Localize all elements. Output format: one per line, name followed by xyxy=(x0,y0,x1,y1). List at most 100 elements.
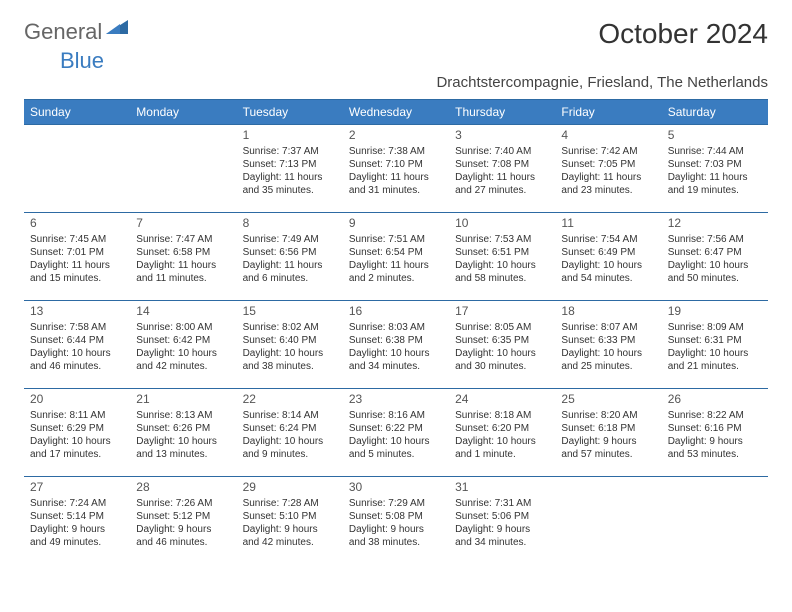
daylight-text: Daylight: 10 hours and 17 minutes. xyxy=(30,435,124,461)
daylight-text: Daylight: 9 hours and 38 minutes. xyxy=(349,523,443,549)
day-number: 15 xyxy=(243,304,337,320)
sunset-text: Sunset: 6:16 PM xyxy=(668,422,762,435)
day-number: 1 xyxy=(243,128,337,144)
daylight-text: Daylight: 11 hours and 2 minutes. xyxy=(349,259,443,285)
sunset-text: Sunset: 5:08 PM xyxy=(349,510,443,523)
calendar-cell: 4Sunrise: 7:42 AMSunset: 7:05 PMDaylight… xyxy=(555,125,661,213)
day-number: 4 xyxy=(561,128,655,144)
day-number: 6 xyxy=(30,216,124,232)
calendar-table: Sunday Monday Tuesday Wednesday Thursday… xyxy=(24,100,768,565)
calendar-cell xyxy=(130,125,236,213)
sunset-text: Sunset: 6:31 PM xyxy=(668,334,762,347)
daylight-text: Daylight: 10 hours and 54 minutes. xyxy=(561,259,655,285)
calendar-cell xyxy=(555,477,661,565)
daylight-text: Daylight: 10 hours and 25 minutes. xyxy=(561,347,655,373)
daylight-text: Daylight: 10 hours and 50 minutes. xyxy=(668,259,762,285)
calendar-cell: 10Sunrise: 7:53 AMSunset: 6:51 PMDayligh… xyxy=(449,213,555,301)
calendar-cell: 29Sunrise: 7:28 AMSunset: 5:10 PMDayligh… xyxy=(237,477,343,565)
calendar-cell: 2Sunrise: 7:38 AMSunset: 7:10 PMDaylight… xyxy=(343,125,449,213)
daylight-text: Daylight: 10 hours and 1 minute. xyxy=(455,435,549,461)
sunset-text: Sunset: 6:40 PM xyxy=(243,334,337,347)
calendar-cell: 11Sunrise: 7:54 AMSunset: 6:49 PMDayligh… xyxy=(555,213,661,301)
sunrise-text: Sunrise: 7:47 AM xyxy=(136,233,230,246)
sunset-text: Sunset: 6:26 PM xyxy=(136,422,230,435)
calendar-cell: 24Sunrise: 8:18 AMSunset: 6:20 PMDayligh… xyxy=(449,389,555,477)
sunset-text: Sunset: 6:56 PM xyxy=(243,246,337,259)
calendar-cell: 31Sunrise: 7:31 AMSunset: 5:06 PMDayligh… xyxy=(449,477,555,565)
calendar-week-row: 1Sunrise: 7:37 AMSunset: 7:13 PMDaylight… xyxy=(24,125,768,213)
day-number: 7 xyxy=(136,216,230,232)
sunset-text: Sunset: 6:51 PM xyxy=(455,246,549,259)
day-number: 22 xyxy=(243,392,337,408)
dayheader-monday: Monday xyxy=(130,100,236,125)
sunset-text: Sunset: 6:33 PM xyxy=(561,334,655,347)
sunrise-text: Sunrise: 8:16 AM xyxy=(349,409,443,422)
sunrise-text: Sunrise: 8:09 AM xyxy=(668,321,762,334)
calendar-cell: 6Sunrise: 7:45 AMSunset: 7:01 PMDaylight… xyxy=(24,213,130,301)
sunset-text: Sunset: 7:01 PM xyxy=(30,246,124,259)
day-number: 11 xyxy=(561,216,655,232)
sunrise-text: Sunrise: 7:28 AM xyxy=(243,497,337,510)
sunrise-text: Sunrise: 7:40 AM xyxy=(455,145,549,158)
sunset-text: Sunset: 6:54 PM xyxy=(349,246,443,259)
day-number: 12 xyxy=(668,216,762,232)
calendar-cell: 17Sunrise: 8:05 AMSunset: 6:35 PMDayligh… xyxy=(449,301,555,389)
calendar-week-row: 13Sunrise: 7:58 AMSunset: 6:44 PMDayligh… xyxy=(24,301,768,389)
day-number: 27 xyxy=(30,480,124,496)
sunset-text: Sunset: 5:10 PM xyxy=(243,510,337,523)
sunset-text: Sunset: 6:38 PM xyxy=(349,334,443,347)
dayheader-friday: Friday xyxy=(555,100,661,125)
sunrise-text: Sunrise: 7:45 AM xyxy=(30,233,124,246)
sunrise-text: Sunrise: 7:38 AM xyxy=(349,145,443,158)
brand-blue-row: Blue xyxy=(24,48,768,74)
calendar-cell: 30Sunrise: 7:29 AMSunset: 5:08 PMDayligh… xyxy=(343,477,449,565)
daylight-text: Daylight: 9 hours and 57 minutes. xyxy=(561,435,655,461)
sunrise-text: Sunrise: 7:51 AM xyxy=(349,233,443,246)
daylight-text: Daylight: 10 hours and 58 minutes. xyxy=(455,259,549,285)
sunrise-text: Sunrise: 8:11 AM xyxy=(30,409,124,422)
sunrise-text: Sunrise: 8:14 AM xyxy=(243,409,337,422)
day-number: 23 xyxy=(349,392,443,408)
sunset-text: Sunset: 5:12 PM xyxy=(136,510,230,523)
sunset-text: Sunset: 6:47 PM xyxy=(668,246,762,259)
day-number: 20 xyxy=(30,392,124,408)
daylight-text: Daylight: 10 hours and 42 minutes. xyxy=(136,347,230,373)
sunrise-text: Sunrise: 8:00 AM xyxy=(136,321,230,334)
calendar-cell: 1Sunrise: 7:37 AMSunset: 7:13 PMDaylight… xyxy=(237,125,343,213)
calendar-cell: 18Sunrise: 8:07 AMSunset: 6:33 PMDayligh… xyxy=(555,301,661,389)
day-number: 28 xyxy=(136,480,230,496)
sunset-text: Sunset: 6:49 PM xyxy=(561,246,655,259)
sunrise-text: Sunrise: 8:13 AM xyxy=(136,409,230,422)
sunrise-text: Sunrise: 8:05 AM xyxy=(455,321,549,334)
sunset-text: Sunset: 7:10 PM xyxy=(349,158,443,171)
sunrise-text: Sunrise: 8:22 AM xyxy=(668,409,762,422)
sunrise-text: Sunrise: 7:37 AM xyxy=(243,145,337,158)
calendar-cell: 27Sunrise: 7:24 AMSunset: 5:14 PMDayligh… xyxy=(24,477,130,565)
dayheader-saturday: Saturday xyxy=(662,100,768,125)
calendar-cell: 12Sunrise: 7:56 AMSunset: 6:47 PMDayligh… xyxy=(662,213,768,301)
day-number: 29 xyxy=(243,480,337,496)
daylight-text: Daylight: 10 hours and 21 minutes. xyxy=(668,347,762,373)
calendar-cell: 26Sunrise: 8:22 AMSunset: 6:16 PMDayligh… xyxy=(662,389,768,477)
calendar-cell xyxy=(662,477,768,565)
sunset-text: Sunset: 5:06 PM xyxy=(455,510,549,523)
day-number: 19 xyxy=(668,304,762,320)
calendar-week-row: 27Sunrise: 7:24 AMSunset: 5:14 PMDayligh… xyxy=(24,477,768,565)
calendar-cell: 16Sunrise: 8:03 AMSunset: 6:38 PMDayligh… xyxy=(343,301,449,389)
daylight-text: Daylight: 9 hours and 46 minutes. xyxy=(136,523,230,549)
sunset-text: Sunset: 7:03 PM xyxy=(668,158,762,171)
sunrise-text: Sunrise: 7:53 AM xyxy=(455,233,549,246)
day-number: 21 xyxy=(136,392,230,408)
daylight-text: Daylight: 9 hours and 42 minutes. xyxy=(243,523,337,549)
day-number: 3 xyxy=(455,128,549,144)
sunrise-text: Sunrise: 8:18 AM xyxy=(455,409,549,422)
sunrise-text: Sunrise: 8:07 AM xyxy=(561,321,655,334)
sunset-text: Sunset: 6:42 PM xyxy=(136,334,230,347)
day-number: 24 xyxy=(455,392,549,408)
calendar-cell: 13Sunrise: 7:58 AMSunset: 6:44 PMDayligh… xyxy=(24,301,130,389)
dayheader-thursday: Thursday xyxy=(449,100,555,125)
sunset-text: Sunset: 6:22 PM xyxy=(349,422,443,435)
day-number: 18 xyxy=(561,304,655,320)
calendar-cell xyxy=(24,125,130,213)
brand-blue: Blue xyxy=(60,48,104,73)
